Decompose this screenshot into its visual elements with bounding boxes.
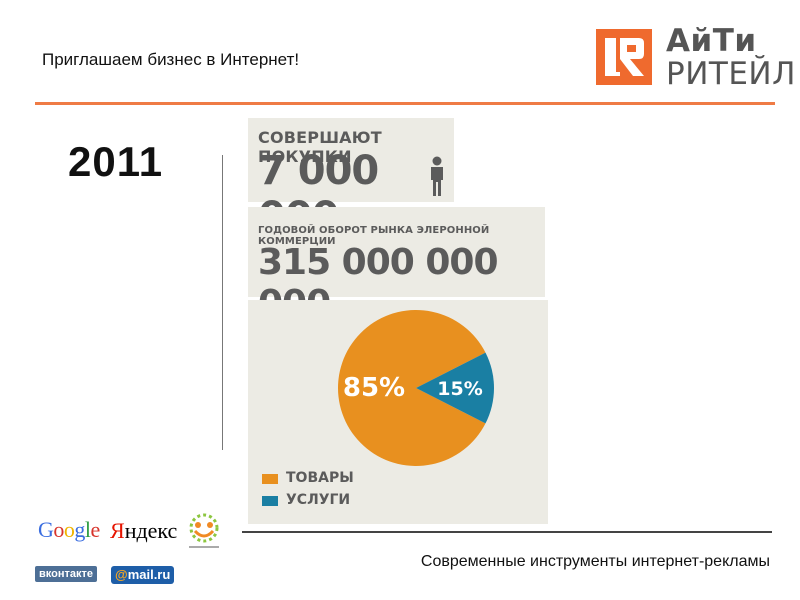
pie-slice-1 (416, 352, 494, 424)
pie-slice-0 (338, 310, 486, 466)
vkontakte-logo: вконтакте (35, 566, 98, 582)
turnover-panel: ГОДОВОЙ ОБОРОТ РЫНКА ЭЛЕРОННОЙ КОММЕРЦИИ… (248, 207, 545, 324)
legend-label-services: УСЛУГИ (286, 492, 351, 508)
logo-mark-icon (596, 29, 652, 85)
legend-label-goods: ТОВАРЫ (286, 470, 354, 486)
footer-text: Современные инструменты интернет-рекламы (420, 553, 770, 570)
google-logo: Google (38, 517, 100, 542)
vertical-divider (222, 155, 223, 450)
buyers-label: СОВЕРШАЮТ ПОКУПКИ (258, 128, 382, 166)
logo: АйТи РИТЕЙЛ (596, 23, 795, 92)
buyers-panel: СОВЕРШАЮТ ПОКУПКИ 7 000 000 (248, 118, 454, 240)
turnover-label: ГОДОВОЙ ОБОРОТ РЫНКА ЭЛЕРОННОЙ КОММЕРЦИИ (258, 225, 490, 247)
partner-logos: Google Яндекс вконтакте @mail.ru (35, 510, 235, 590)
year-label: 2011 (68, 138, 164, 185)
pie-panel: 85% 15% ТОВАРЫ УСЛУГИ (248, 300, 548, 524)
pie-label-0: 85% (343, 373, 405, 403)
yandex-logo: Яндекс (110, 518, 178, 543)
person-icon (431, 156, 443, 196)
legend-swatch-services (262, 496, 278, 506)
logo-text-line1: АйТи (666, 23, 757, 59)
pie-chart: 85% 15% (338, 310, 494, 466)
legend-swatch-goods (262, 474, 278, 484)
top-divider (35, 102, 775, 105)
bottom-divider (242, 531, 772, 533)
mailru-logo: @mail.ru (111, 566, 175, 584)
odnoklassniki-logo (189, 513, 219, 548)
logo-text-line2: РИТЕЙЛ (666, 56, 796, 92)
tagline: Приглашаем бизнес в Интернет! (42, 50, 300, 69)
pie-label-1: 15% (437, 378, 482, 400)
